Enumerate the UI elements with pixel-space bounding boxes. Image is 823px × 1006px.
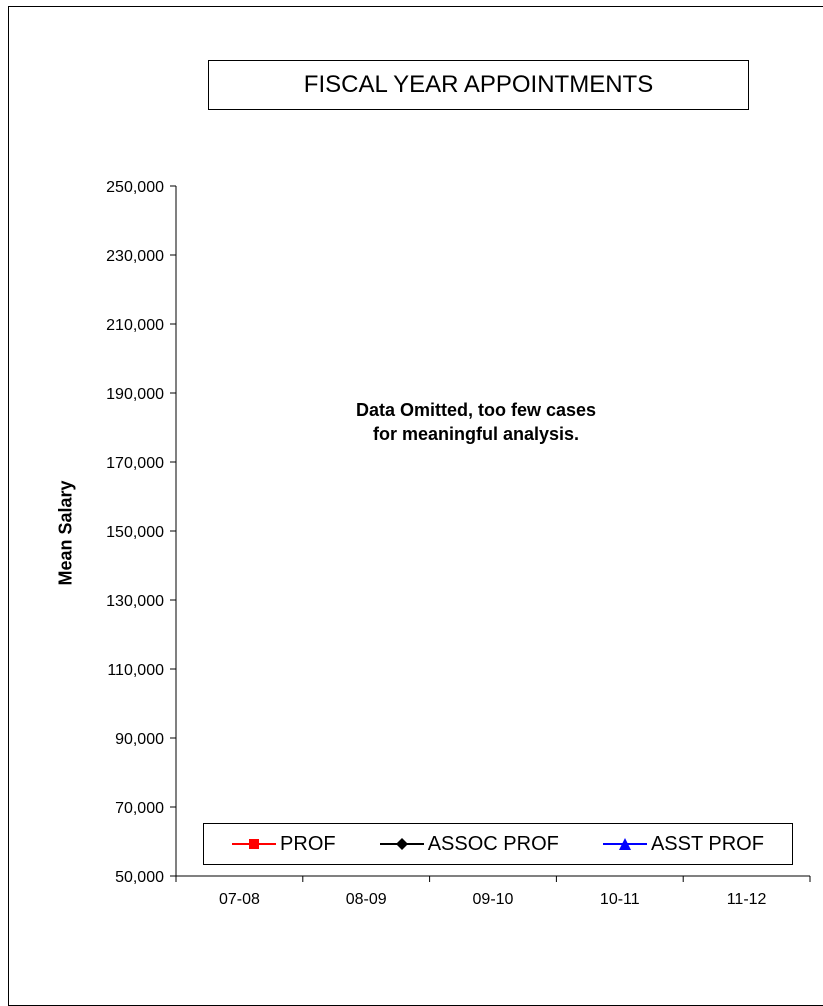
legend-item: ASSOC PROF [379,832,559,856]
legend-label: PROF [280,832,336,855]
y-tick-label: 230,000 [106,248,164,265]
legend-label: ASST PROF [650,832,764,855]
y-tick-label: 90,000 [115,731,164,748]
y-tick-label: 150,000 [106,524,164,541]
x-tick-label: 08-09 [346,891,387,908]
note-line-1: Data Omitted, too few cases [355,400,597,420]
legend-item: ASST PROF [602,832,764,856]
y-tick-label: 190,000 [106,386,164,403]
y-tick-label: 130,000 [106,593,164,610]
y-tick-label: 110,000 [107,662,164,679]
y-tick-label: 250,000 [106,179,164,196]
x-tick-label: 09-10 [473,891,514,908]
chart-legend: PROF ASSOC PROF ASST PROF [203,823,793,865]
triangle-icon [602,835,647,853]
y-tick-label: 170,000 [106,455,164,472]
y-tick-label: 210,000 [106,317,164,334]
chart-title: FISCAL YEAR APPOINTMENTS [208,60,749,110]
note-line-2: for meaningful analysis. [372,424,580,444]
x-tick-label: 07-08 [219,891,260,908]
data-omitted-note: Data Omitted, too few cases for meaningf… [356,398,596,446]
x-tick-label: 10-11 [600,891,640,908]
y-tick-label: 50,000 [115,869,164,886]
diamond-icon [379,835,424,853]
y-tick-label: 70,000 [115,800,164,817]
square-icon [232,835,277,853]
legend-item: PROF [232,833,336,856]
chart-title-text: FISCAL YEAR APPOINTMENTS [303,71,654,98]
x-tick-label: 11-12 [727,891,767,908]
legend-label: ASSOC PROF [427,832,559,855]
